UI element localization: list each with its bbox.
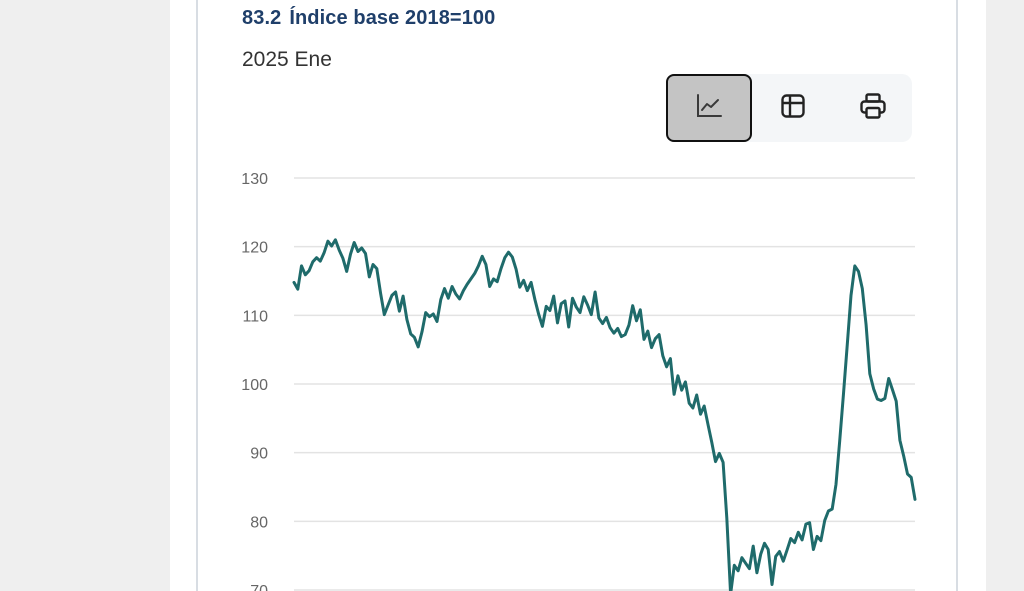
table-view-button[interactable] [750,74,836,142]
y-tick-label: 110 [242,308,268,325]
y-tick-label: 100 [241,377,268,394]
y-tick-label: 120 [241,240,268,257]
indicator-title: 83.2 Índice base 2018=100 [242,7,495,30]
line-chart: 130 120 110 100 90 80 70 [241,171,917,591]
table-icon [780,93,806,124]
indicator-unit: Índice base 2018=100 [289,7,496,29]
y-tick-label: 80 [250,514,268,531]
chart-view-button[interactable] [666,74,752,142]
indicator-value: 83.2 [242,7,282,29]
chart-area: 130 120 110 100 90 80 70 [226,160,926,591]
y-tick-label: 70 [250,583,268,591]
view-toolbar [666,74,912,142]
print-button[interactable] [830,74,916,142]
y-tick-label: 90 [250,446,268,463]
period-label: 2025 Ene [242,48,332,71]
printer-icon [859,92,887,125]
y-tick-label: 130 [241,171,268,188]
right-gutter [986,0,1024,591]
series-line-0[interactable] [292,238,917,591]
left-gutter [0,0,170,591]
line-chart-icon [695,93,723,124]
